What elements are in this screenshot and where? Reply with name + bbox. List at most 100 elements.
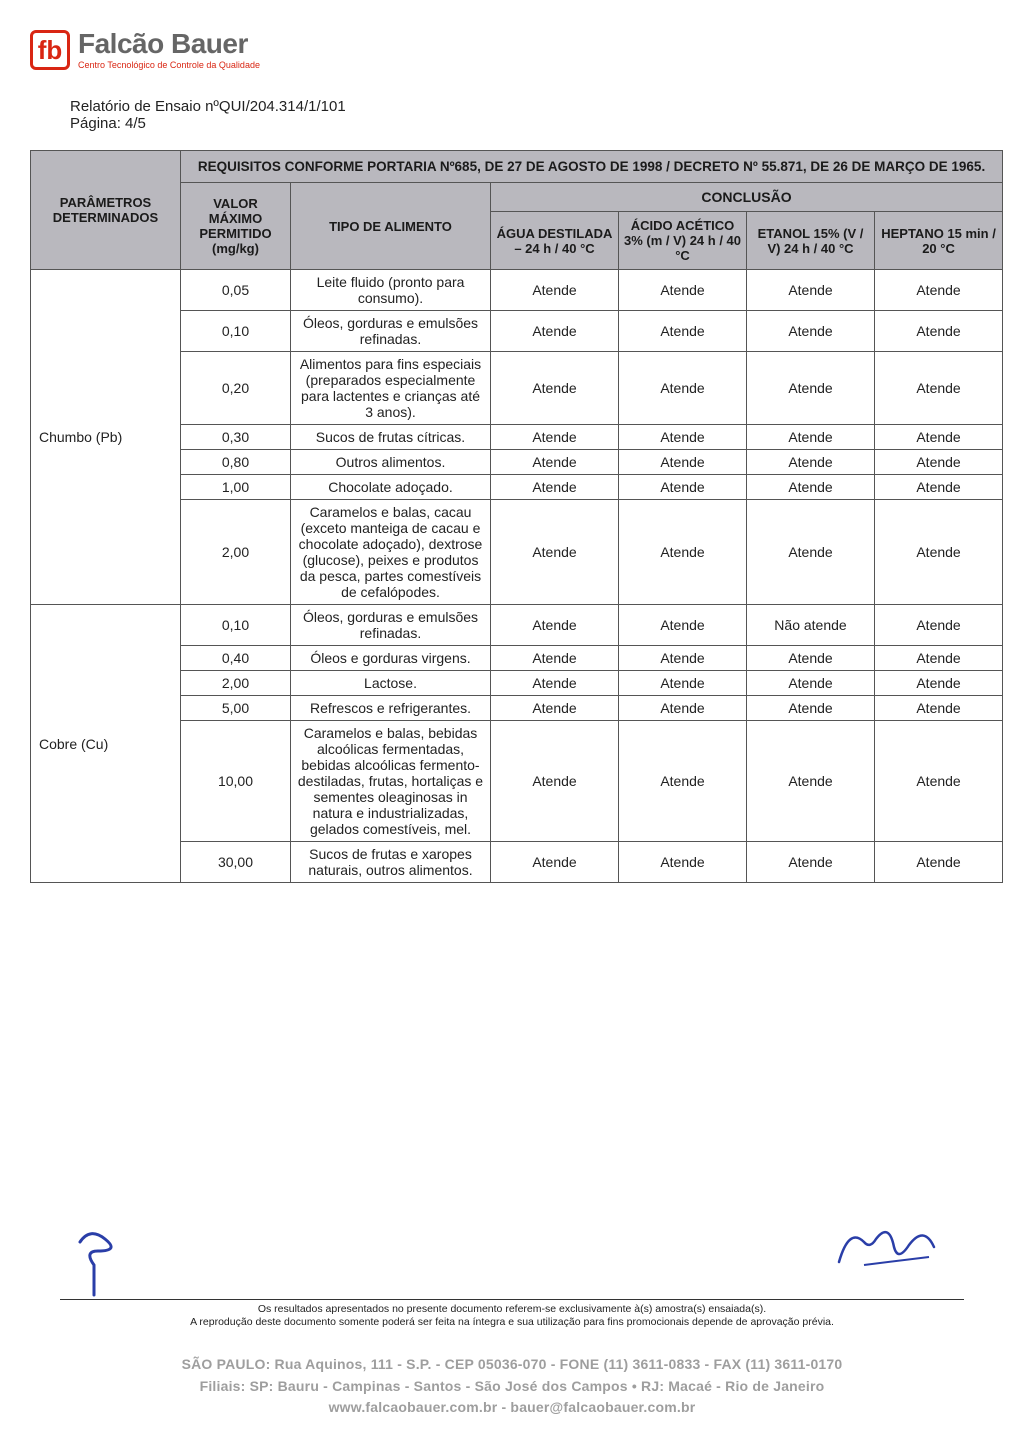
cell-concl: Atende	[491, 646, 619, 671]
cell-tipo: Óleos e gorduras virgens.	[291, 646, 491, 671]
cell-tipo: Chocolate adoçado.	[291, 475, 491, 500]
cell-concl: Atende	[747, 671, 875, 696]
cell-concl: Atende	[619, 450, 747, 475]
cell-valor: 0,30	[181, 425, 291, 450]
cell-tipo: Alimentos para fins especiais (preparado…	[291, 352, 491, 425]
cell-valor: 0,80	[181, 450, 291, 475]
cell-tipo: Outros alimentos.	[291, 450, 491, 475]
th-c1: ÁGUA DESTILADA – 24 h / 40 °C	[491, 212, 619, 270]
cell-concl: Não atende	[747, 605, 875, 646]
footer-line2: Filiais: SP: Bauru - Campinas - Santos -…	[30, 1376, 994, 1398]
cell-valor: 5,00	[181, 696, 291, 721]
cell-tipo: Óleos, gorduras e emulsões refinadas.	[291, 605, 491, 646]
cell-valor: 0,10	[181, 311, 291, 352]
cell-tipo: Sucos de frutas e xaropes naturais, outr…	[291, 842, 491, 883]
disclaimer-line1: Os resultados apresentados no presente d…	[60, 1303, 964, 1316]
cell-param: Cobre (Cu)	[31, 605, 181, 883]
cell-concl: Atende	[491, 696, 619, 721]
cell-concl: Atende	[619, 605, 747, 646]
signature-area	[30, 1207, 994, 1297]
cell-concl: Atende	[875, 696, 1003, 721]
logo: fb Falcão Bauer Centro Tecnológico de Co…	[30, 30, 994, 70]
disclaimer: Os resultados apresentados no presente d…	[60, 1299, 964, 1329]
cell-tipo: Leite fluido (pronto para consumo).	[291, 270, 491, 311]
cell-concl: Atende	[747, 721, 875, 842]
logo-sub: Centro Tecnológico de Controle da Qualid…	[78, 61, 260, 70]
cell-concl: Atende	[619, 311, 747, 352]
cell-valor: 2,00	[181, 500, 291, 605]
th-c4: HEPTANO 15 min / 20 °C	[875, 212, 1003, 270]
cell-valor: 10,00	[181, 721, 291, 842]
cell-concl: Atende	[747, 270, 875, 311]
cell-concl: Atende	[875, 605, 1003, 646]
cell-concl: Atende	[619, 646, 747, 671]
cell-concl: Atende	[747, 500, 875, 605]
disclaimer-line2: A reprodução deste documento somente pod…	[60, 1316, 964, 1329]
footer: SÃO PAULO: Rua Aquinos, 111 - S.P. - CEP…	[30, 1354, 994, 1419]
cell-concl: Atende	[875, 311, 1003, 352]
cell-valor: 1,00	[181, 475, 291, 500]
cell-concl: Atende	[491, 842, 619, 883]
th-conclusao: CONCLUSÃO	[491, 183, 1003, 212]
logo-mark-icon: fb	[30, 30, 70, 70]
table-row: Cobre (Cu)0,10Óleos, gorduras e emulsões…	[31, 605, 1003, 646]
cell-concl: Atende	[875, 671, 1003, 696]
cell-concl: Atende	[619, 500, 747, 605]
cell-concl: Atende	[491, 671, 619, 696]
cell-valor: 0,40	[181, 646, 291, 671]
cell-concl: Atende	[747, 696, 875, 721]
cell-concl: Atende	[619, 721, 747, 842]
cell-concl: Atende	[619, 425, 747, 450]
cell-tipo: Sucos de frutas cítricas.	[291, 425, 491, 450]
cell-concl: Atende	[491, 270, 619, 311]
cell-tipo: Lactose.	[291, 671, 491, 696]
th-param: PARÂMETROS DETERMINADOS	[31, 151, 181, 270]
cell-concl: Atende	[491, 352, 619, 425]
th-c2: ÁCIDO ACÉTICO 3% (m / V) 24 h / 40 °C	[619, 212, 747, 270]
report-page: Página: 4/5	[70, 115, 994, 132]
cell-concl: Atende	[747, 842, 875, 883]
cell-concl: Atende	[875, 352, 1003, 425]
cell-tipo: Caramelos e balas, bebidas alcoólicas fe…	[291, 721, 491, 842]
cell-tipo: Caramelos e balas, cacau (exceto manteig…	[291, 500, 491, 605]
th-valor: VALOR MÁXIMO PERMITIDO (mg/kg)	[181, 183, 291, 270]
th-c3: ETANOL 15% (V / V) 24 h / 40 °C	[747, 212, 875, 270]
cell-valor: 0,05	[181, 270, 291, 311]
th-req-title: REQUISITOS CONFORME PORTARIA Nº685, DE 2…	[181, 151, 1003, 183]
report-title: Relatório de Ensaio nºQUI/204.314/1/101	[70, 98, 994, 115]
cell-concl: Atende	[619, 352, 747, 425]
cell-concl: Atende	[619, 671, 747, 696]
report-header: Relatório de Ensaio nºQUI/204.314/1/101 …	[70, 98, 994, 132]
cell-concl: Atende	[747, 352, 875, 425]
cell-param: Chumbo (Pb)	[31, 270, 181, 605]
cell-concl: Atende	[491, 475, 619, 500]
th-tipo: TIPO DE ALIMENTO	[291, 183, 491, 270]
footer-line3: www.falcaobauer.com.br - bauer@falcaobau…	[30, 1397, 994, 1419]
cell-valor: 30,00	[181, 842, 291, 883]
cell-concl: Atende	[875, 475, 1003, 500]
cell-valor: 0,20	[181, 352, 291, 425]
table-row: Chumbo (Pb)0,05Leite fluido (pronto para…	[31, 270, 1003, 311]
cell-concl: Atende	[875, 842, 1003, 883]
cell-concl: Atende	[619, 475, 747, 500]
logo-mark-text: fb	[38, 35, 63, 66]
signature-left-icon	[70, 1217, 140, 1297]
cell-concl: Atende	[491, 450, 619, 475]
cell-concl: Atende	[619, 270, 747, 311]
cell-concl: Atende	[875, 270, 1003, 311]
cell-concl: Atende	[491, 500, 619, 605]
cell-concl: Atende	[875, 450, 1003, 475]
cell-concl: Atende	[875, 721, 1003, 842]
cell-concl: Atende	[875, 500, 1003, 605]
cell-concl: Atende	[491, 425, 619, 450]
cell-concl: Atende	[491, 605, 619, 646]
cell-concl: Atende	[747, 475, 875, 500]
cell-concl: Atende	[747, 311, 875, 352]
cell-tipo: Refrescos e refrigerantes.	[291, 696, 491, 721]
cell-concl: Atende	[619, 842, 747, 883]
footer-line1: SÃO PAULO: Rua Aquinos, 111 - S.P. - CEP…	[30, 1354, 994, 1376]
cell-valor: 2,00	[181, 671, 291, 696]
cell-valor: 0,10	[181, 605, 291, 646]
requisitos-table: PARÂMETROS DETERMINADOS REQUISITOS CONFO…	[30, 150, 1003, 883]
cell-concl: Atende	[875, 425, 1003, 450]
